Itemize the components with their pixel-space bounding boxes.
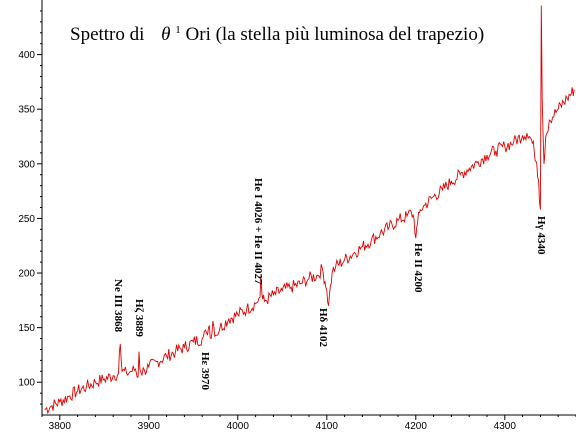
x-tick-label: 4100 bbox=[316, 421, 339, 432]
annotation-label: Hε 3970 bbox=[199, 352, 211, 391]
x-tick-label: 4200 bbox=[405, 421, 428, 432]
annotation-label: Hδ 4102 bbox=[317, 308, 329, 348]
title-superscript: 1 bbox=[175, 24, 181, 36]
title-prefix: Spettro di bbox=[70, 24, 144, 45]
title-suffix: Ori (la stella più luminosa del trapezio… bbox=[186, 24, 485, 45]
y-tick-label: 300 bbox=[18, 159, 35, 170]
y-tick-label: 100 bbox=[18, 378, 35, 389]
title-symbol: θ bbox=[161, 24, 170, 45]
y-tick-label: 400 bbox=[18, 50, 35, 61]
y-tick-label: 200 bbox=[18, 269, 35, 280]
y-tick-label: 150 bbox=[18, 323, 35, 334]
spectrum-line bbox=[44, 5, 575, 415]
y-tick-label: 350 bbox=[18, 105, 35, 116]
series-layer bbox=[44, 5, 575, 415]
annotation-label: Ne III 3868 bbox=[112, 279, 124, 333]
x-tick-label: 4300 bbox=[494, 421, 517, 432]
annotations-layer: Ne III 3868 Hζ 3889 Hε 3970 He I 4026 + He … bbox=[112, 178, 547, 391]
x-tick-label: 3900 bbox=[138, 421, 161, 432]
annotation-label: Hζ 3889 bbox=[133, 299, 145, 337]
axes: 100 150 200 250 300 350 400 3800 3900 4000 4100 420… bbox=[18, 0, 576, 432]
annotation-label: He I 4026 + He II 4027 bbox=[252, 178, 264, 285]
y-tick-label: 250 bbox=[18, 214, 35, 225]
chart-title: Spettro di θ 1 Ori (la stella più lumino… bbox=[70, 17, 484, 45]
annotation-label: Hγ 4340 bbox=[535, 216, 547, 255]
annotation-label: He II 4200 bbox=[412, 243, 424, 293]
x-tick-label: 4000 bbox=[227, 421, 250, 432]
x-tick-label: 3800 bbox=[49, 421, 72, 432]
